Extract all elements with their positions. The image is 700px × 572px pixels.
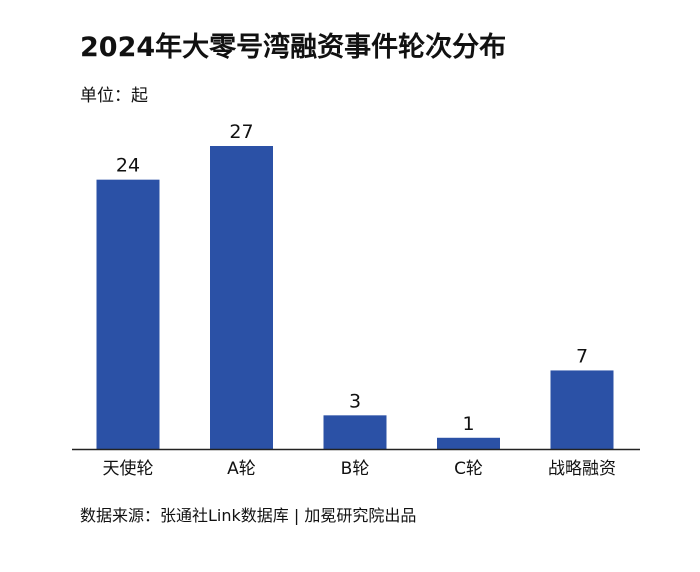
unit-label: 单位：起 xyxy=(80,86,148,106)
x-tick-label: B轮 xyxy=(341,459,370,479)
data-label: 27 xyxy=(229,121,253,143)
bar xyxy=(437,437,500,449)
x-tick-labels-layer: 天使轮 A轮 B轮 C轮 战略融资 xyxy=(103,458,617,479)
bar xyxy=(96,179,160,449)
bar xyxy=(550,370,614,449)
x-tick-label: C轮 xyxy=(454,459,483,479)
bar xyxy=(323,415,387,449)
data-label: 7 xyxy=(576,345,588,367)
chart-title: 2024年大零号湾融资事件轮次分布 xyxy=(80,32,507,63)
x-tick-label: 天使轮 xyxy=(103,458,154,479)
bars-layer xyxy=(96,146,614,449)
bar xyxy=(210,146,273,449)
x-tick-label: A轮 xyxy=(227,459,256,479)
source-note: 数据来源：张通社Link数据库 | 加冕研究院出品 xyxy=(80,506,417,525)
data-label: 1 xyxy=(462,413,474,435)
data-labels-layer: 24 27 3 1 7 xyxy=(116,121,588,435)
data-label: 3 xyxy=(349,390,361,412)
x-tick-label: 战略融资 xyxy=(548,459,616,479)
data-label: 24 xyxy=(116,155,140,177)
